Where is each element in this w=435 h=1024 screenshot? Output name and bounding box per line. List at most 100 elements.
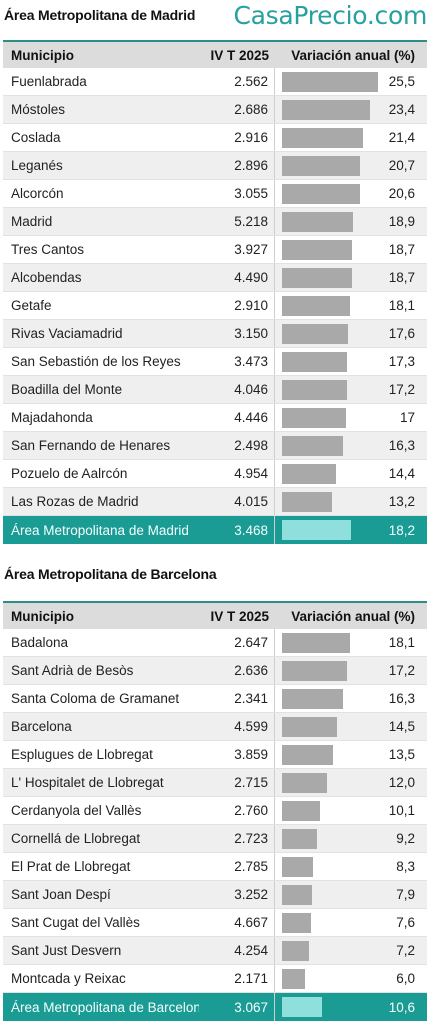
- variation-bar: [282, 379, 347, 400]
- variation-cell: 12,0: [275, 769, 427, 796]
- table-row: San Fernando de Henares 2.498 16,3: [3, 432, 427, 460]
- variation-cell: 17,6: [275, 320, 427, 347]
- brand-logo: CasaPrecio.com: [233, 1, 427, 30]
- price-value: 2.785: [199, 853, 275, 880]
- municipality-name: Montcada y Reixac: [11, 971, 126, 986]
- table-row: Esplugues de Llobregat 3.859 13,5: [3, 741, 427, 769]
- variation-label: 6,0: [396, 971, 415, 986]
- table-row: Barcelona 4.599 14,5: [3, 713, 427, 741]
- variation-cell: 17,2: [275, 376, 427, 403]
- variation-bar: [282, 435, 344, 456]
- price-value: 3.067: [199, 993, 275, 1021]
- table-row: Santa Coloma de Gramanet 2.341 16,3: [3, 685, 427, 713]
- price-value: 3.859: [199, 741, 275, 768]
- table-row: Madrid 5.218 18,9: [3, 208, 427, 236]
- variation-label: 16,3: [388, 691, 415, 706]
- variation-cell: 23,4: [275, 96, 427, 123]
- price-value: 4.446: [199, 404, 275, 431]
- variation-label: 14,5: [388, 719, 415, 734]
- variation-cell: 18,9: [275, 208, 427, 235]
- table-row: Tres Cantos 3.927 18,7: [3, 236, 427, 264]
- variation-bar: [282, 463, 337, 484]
- table-row: San Sebastión de los Reyes 3.473 17,3: [3, 348, 427, 376]
- table-row: Leganés 2.896 20,7: [3, 152, 427, 180]
- variation-cell: 17,2: [275, 657, 427, 684]
- variation-cell: 17,3: [275, 348, 427, 375]
- table-row: Pozuelo de Aalrcón 4.954 14,4: [3, 460, 427, 488]
- municipality-name: Área Metropolitana de Barcelona: [11, 999, 199, 1015]
- variation-label: 18,7: [388, 270, 415, 285]
- header-variation: Variación anual (%): [291, 608, 415, 624]
- variation-label: 7,9: [396, 887, 415, 902]
- variation-bar: [282, 856, 314, 877]
- variation-bar: [282, 99, 371, 120]
- price-value: 4.667: [199, 909, 275, 936]
- table-row: Alcobendas 4.490 18,7: [3, 264, 427, 292]
- variation-cell: 20,7: [275, 152, 427, 179]
- variation-bar: [282, 884, 312, 905]
- price-value: 2.896: [199, 152, 275, 179]
- municipality-name: Badalona: [11, 635, 69, 650]
- price-value: 3.927: [199, 236, 275, 263]
- municipality-name: Sant Cugat del Vallès: [11, 915, 140, 930]
- price-value: 3.473: [199, 348, 275, 375]
- header-municipio: Municipio: [11, 608, 74, 624]
- variation-label: 21,4: [388, 130, 415, 145]
- variation-cell: 10,1: [275, 797, 427, 824]
- variation-label: 17,2: [388, 382, 415, 397]
- price-value: 2.562: [199, 68, 275, 95]
- table-row: Cornellá de Llobregat 2.723 9,2: [3, 825, 427, 853]
- table-row: Sant Cugat del Vallès 4.667 7,6: [3, 909, 427, 937]
- variation-label: 20,7: [388, 158, 415, 173]
- variation-bar: [282, 491, 332, 512]
- municipality-name: Cerdanyola del Vallès: [11, 803, 142, 818]
- variation-label: 17: [399, 410, 415, 425]
- price-value: 2.916: [199, 124, 275, 151]
- barcelona-table: Municipio IV T 2025 Variación anual (%) Bad…: [3, 601, 427, 1021]
- barcelona-section-title: Área Metropolitana de Barcelona: [4, 566, 217, 582]
- header-municipio: Municipio: [11, 47, 74, 63]
- municipality-name: Leganés: [11, 158, 63, 173]
- variation-cell: 18,7: [275, 236, 427, 263]
- municipality-name: Tres Cantos: [11, 242, 85, 257]
- municipality-name: Móstoles: [11, 102, 66, 117]
- table-row: Badalona 2.647 18,1: [3, 629, 427, 657]
- variation-bar: [282, 632, 351, 653]
- table-row: Fuenlabrada 2.562 25,5: [3, 68, 427, 96]
- variation-label: 18,2: [388, 522, 415, 538]
- price-value: 2.647: [199, 629, 275, 656]
- municipality-name: Pozuelo de Aalrcón: [11, 466, 128, 481]
- table-row: Sant Just Desvern 4.254 7,2: [3, 937, 427, 965]
- header-price: IV T 2025: [210, 47, 269, 63]
- variation-label: 9,2: [396, 831, 415, 846]
- municipality-name: Madrid: [11, 214, 53, 229]
- variation-cell: 17: [275, 404, 427, 431]
- variation-cell: 21,4: [275, 124, 427, 151]
- variation-cell: 9,2: [275, 825, 427, 852]
- variation-bar: [282, 407, 346, 428]
- madrid-table: Municipio IV T 2025 Variación anual (%) Fue…: [3, 40, 427, 544]
- variation-cell: 18,2: [275, 516, 427, 544]
- variation-label: 20,6: [388, 186, 415, 201]
- municipality-name: Majadahonda: [11, 410, 93, 425]
- variation-cell: 7,9: [275, 881, 427, 908]
- variation-cell: 16,3: [275, 432, 427, 459]
- variation-label: 17,6: [388, 326, 415, 341]
- municipality-name: Rivas Vaciamadrid: [11, 326, 123, 341]
- variation-label: 13,5: [388, 747, 415, 762]
- variation-cell: 18,1: [275, 292, 427, 319]
- table-row: Boadilla del Monte 4.046 17,2: [3, 376, 427, 404]
- variation-label: 25,5: [388, 74, 415, 89]
- price-value: 3.252: [199, 881, 275, 908]
- table-row: Montcada y Reixac 2.171 6,0: [3, 965, 427, 993]
- variation-cell: 13,5: [275, 741, 427, 768]
- price-value: 3.055: [199, 180, 275, 207]
- variation-bar: [282, 828, 317, 849]
- table-header: Municipio IV T 2025 Variación anual (%): [3, 40, 427, 68]
- variation-bar: [282, 127, 363, 148]
- price-value: 2.723: [199, 825, 275, 852]
- variation-cell: 18,7: [275, 264, 427, 291]
- municipality-name: Sant Adrià de Besòs: [11, 663, 134, 678]
- price-value: 3.150: [199, 320, 275, 347]
- municipality-name: Sant Just Desvern: [11, 943, 122, 958]
